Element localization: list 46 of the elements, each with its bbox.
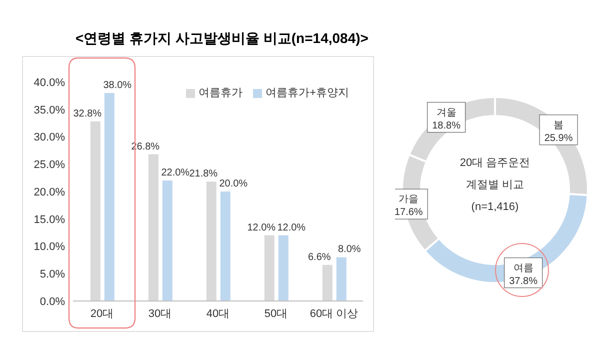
bar	[336, 257, 346, 301]
x-tick-label: 50대	[264, 308, 288, 320]
data-label: 18.8%	[432, 120, 461, 132]
bar	[162, 180, 172, 301]
data-label: 8.0%	[338, 244, 361, 256]
bar	[220, 192, 230, 301]
y-tick-label: 25.0%	[34, 159, 66, 172]
data-label: 32.8%	[73, 108, 102, 120]
bar	[206, 182, 216, 301]
y-tick-label: 0.0%	[40, 296, 66, 308]
y-tick-label: 35.0%	[34, 104, 66, 116]
legend-label: 여름휴가+휴양지	[266, 87, 349, 99]
y-tick-label: 40.0%	[34, 76, 66, 89]
y-tick-label: 20.0%	[34, 186, 66, 198]
y-tick-label: 5.0%	[40, 268, 66, 281]
data-label: 37.8%	[509, 276, 538, 287]
bar	[322, 264, 332, 301]
data-label: 6.6%	[308, 252, 331, 263]
data-label: 38.0%	[103, 80, 132, 91]
bar	[278, 235, 288, 301]
x-tick-label: 40대	[206, 308, 230, 320]
data-label: 21.8%	[189, 168, 218, 180]
data-label: 22.0%	[161, 168, 190, 179]
y-tick-label: 10.0%	[34, 241, 66, 254]
text: 20대 음주운전 계절별 비교	[458, 156, 532, 193]
legend-label: 여름휴가	[198, 87, 243, 99]
bar	[104, 92, 114, 301]
y-tick-label: 15.0%	[34, 214, 66, 226]
data-label: 20.0%	[219, 178, 248, 190]
x-tick-label: 30대	[148, 308, 172, 320]
x-tick-label: 60대 이상	[310, 308, 358, 320]
slice-label: 여름	[513, 262, 534, 274]
x-tick-label: 20대	[90, 308, 114, 320]
data-label: 12.0%	[277, 222, 306, 234]
slice-label: 가을	[398, 194, 419, 206]
slice-label: 봄	[554, 120, 564, 131]
text: (n=1,416)	[470, 200, 520, 215]
data-label: 12.0%	[247, 222, 276, 234]
data-label: 25.9%	[544, 132, 573, 144]
bar	[148, 154, 158, 301]
data-label: 17.6%	[394, 207, 423, 218]
chart-title: <연령별 휴가지 사고발생비율 비교(n=14,084)>	[74, 30, 370, 48]
bar	[264, 235, 274, 301]
slice-label: 겨울	[436, 107, 456, 118]
bar	[90, 121, 100, 301]
y-tick-label: 30.0%	[34, 132, 66, 144]
